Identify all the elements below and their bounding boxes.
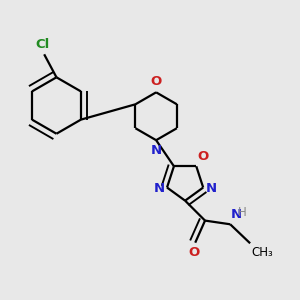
Text: CH₃: CH₃ (252, 246, 273, 259)
Text: Cl: Cl (35, 38, 50, 51)
Text: N: N (231, 208, 242, 221)
Text: H: H (238, 206, 247, 219)
Text: O: O (198, 150, 209, 163)
Text: O: O (188, 246, 199, 260)
Text: O: O (151, 75, 162, 88)
Text: N: N (206, 182, 217, 195)
Text: N: N (153, 182, 165, 195)
Text: N: N (151, 144, 162, 157)
